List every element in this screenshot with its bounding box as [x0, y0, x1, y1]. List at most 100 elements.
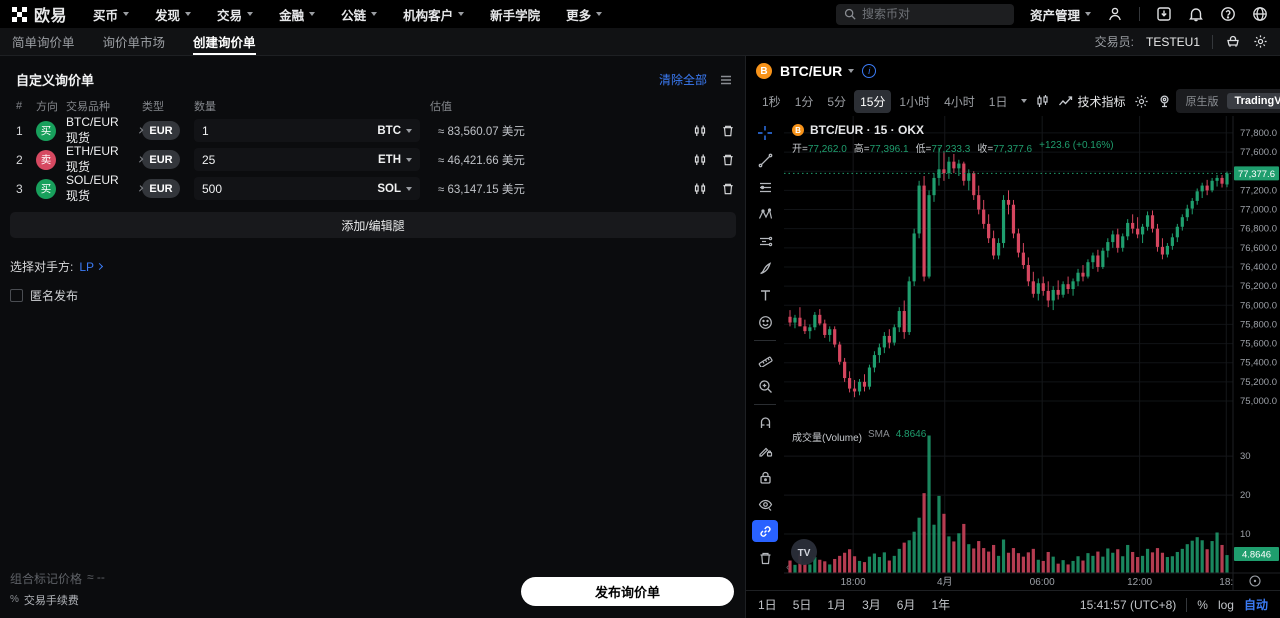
crosshair-tool-icon[interactable]	[752, 122, 778, 144]
tradingview-version-tab[interactable]: TradingView	[1226, 93, 1280, 109]
depth-chart-icon[interactable]	[693, 182, 707, 196]
log-scale-button[interactable]: log	[1217, 597, 1234, 612]
pair-info-icon[interactable]: i	[862, 64, 877, 78]
quantity-input[interactable]	[202, 123, 342, 138]
zoom-in-tool-icon[interactable]	[752, 375, 778, 397]
volume-legend: 成交量(Volume) SMA 4.8646	[792, 429, 926, 444]
hide-drawings-tool-icon[interactable]	[752, 493, 778, 515]
chart-toolbar: 1秒 1分 5分 15分 1小时 4小时 1日 技术指标	[746, 86, 1280, 116]
fee-label[interactable]: 交易手续费	[23, 595, 79, 607]
tab-简单询价单[interactable]: 简单询价单	[12, 36, 75, 50]
instrument-selector[interactable]: BTC/EUR 现货	[66, 115, 144, 146]
trend-line-tool-icon[interactable]	[752, 149, 778, 171]
indicators-button[interactable]: 技术指标	[1077, 94, 1126, 109]
nav-item[interactable]: 金融	[279, 5, 316, 24]
range-1日[interactable]: 1日	[758, 598, 777, 612]
magnet-tool-icon[interactable]	[752, 412, 778, 434]
rfq-tabs: 简单询价单 询价单市场 创建询价单	[12, 28, 256, 55]
okx-home-link[interactable]: 欧易	[12, 2, 67, 26]
candlestick-chart[interactable]: 77,800.077,600.077,400.077,200.077,000.0…	[784, 116, 1280, 590]
currency-pill[interactable]: EUR	[142, 150, 180, 169]
native-version-tab[interactable]: 原生版	[1185, 96, 1219, 108]
help-icon[interactable]	[1220, 6, 1236, 22]
timeframe-15分[interactable]: 15分	[854, 89, 892, 113]
lock-drawings-tool-icon[interactable]	[752, 466, 778, 488]
search-input[interactable]	[861, 7, 992, 21]
timeframe-4小时[interactable]: 4小时	[944, 94, 975, 109]
chart-style-icon[interactable]	[1035, 94, 1050, 109]
screenshot-camera-icon[interactable]	[1157, 94, 1172, 109]
remove-drawings-trash-icon[interactable]	[752, 547, 778, 569]
range-5日[interactable]: 5日	[792, 598, 812, 612]
timeframe-1日[interactable]: 1日	[988, 94, 1008, 109]
instrument-selector[interactable]: SOL/EUR 现货	[66, 173, 144, 204]
fib-lines-tool-icon[interactable]	[752, 176, 778, 198]
nav-item-label: 发现	[155, 8, 181, 23]
sync-link-tool-icon[interactable]	[752, 520, 778, 542]
quantity-field[interactable]: ETH	[194, 148, 420, 171]
currency-pill[interactable]: EUR	[142, 179, 180, 198]
quantity-input[interactable]	[202, 152, 342, 167]
quantity-input[interactable]	[202, 181, 342, 196]
nav-item[interactable]: 买币	[93, 5, 130, 24]
publish-rfq-button[interactable]: 发布询价单	[521, 577, 734, 606]
currency-pill[interactable]: EUR	[142, 121, 180, 140]
instrument-selector[interactable]: ETH/EUR 现货	[66, 144, 144, 175]
unit-selector[interactable]: ETH	[378, 154, 412, 166]
range-1月[interactable]: 1月	[827, 598, 847, 612]
range-1年[interactable]: 1年	[931, 598, 951, 612]
chevron-down-icon	[309, 12, 316, 16]
leg-list-icon[interactable]	[719, 73, 733, 87]
nav-item[interactable]: 交易	[217, 5, 254, 24]
timeframe-1秒[interactable]: 1秒	[762, 94, 781, 109]
notifications-bell-icon[interactable]	[1188, 6, 1204, 22]
nav-item[interactable]: 新手学院	[490, 5, 540, 24]
timeframe-more-chevron[interactable]	[1021, 99, 1028, 103]
quantity-field[interactable]: BTC	[194, 119, 420, 142]
emoji-tool-icon[interactable]	[752, 311, 778, 333]
drawing-mode-tool-icon[interactable]	[752, 439, 778, 461]
tab-创建询价单[interactable]: 创建询价单	[193, 28, 256, 55]
quantity-field[interactable]: SOL	[194, 177, 420, 200]
timeframe-1分[interactable]: 1分	[794, 94, 814, 109]
pair-selector[interactable]: BTC/EUR	[780, 63, 855, 79]
text-tool-icon[interactable]	[752, 284, 778, 306]
nav-item[interactable]: 更多	[566, 5, 603, 24]
language-globe-icon[interactable]	[1252, 6, 1268, 22]
delete-leg-trash-icon[interactable]	[721, 124, 735, 138]
broker-icon[interactable]	[1225, 34, 1241, 50]
clear-all-link[interactable]: 清除全部	[658, 73, 707, 87]
percent-scale-button[interactable]: %	[1197, 597, 1208, 612]
add-edit-legs-button[interactable]: 添加/编辑腿	[10, 212, 736, 238]
position-tool-icon[interactable]	[752, 230, 778, 252]
auto-scale-button[interactable]: 自动	[1243, 598, 1268, 612]
delete-leg-trash-icon[interactable]	[721, 182, 735, 196]
counterparty-link[interactable]: LP	[79, 260, 104, 274]
nav-item-label: 交易	[217, 8, 243, 23]
nav-item[interactable]: 公链	[341, 5, 378, 24]
nav-item[interactable]: 机构客户	[403, 5, 465, 24]
nav-item-label: 新手学院	[490, 8, 541, 23]
delete-leg-trash-icon[interactable]	[721, 153, 735, 167]
settings-gear-icon[interactable]	[1253, 34, 1268, 49]
range-6月[interactable]: 6月	[896, 598, 916, 612]
measure-ruler-tool-icon[interactable]	[752, 348, 778, 370]
depth-chart-icon[interactable]	[693, 153, 707, 167]
tab-询价单市场[interactable]: 询价单市场	[102, 36, 166, 50]
nav-item[interactable]: 发现	[155, 5, 192, 24]
depth-chart-icon[interactable]	[693, 124, 707, 138]
search-box[interactable]	[835, 3, 1014, 25]
download-app-icon[interactable]	[1156, 6, 1172, 22]
timeframe-5分[interactable]: 5分	[827, 94, 847, 109]
profile-icon[interactable]	[1107, 6, 1123, 22]
brush-tool-icon[interactable]	[752, 257, 778, 279]
assets-menu[interactable]: 资产管理	[1030, 5, 1091, 24]
unit-selector[interactable]: SOL	[377, 183, 412, 195]
range-3月[interactable]: 3月	[862, 598, 881, 612]
chart-settings-gear-icon[interactable]	[1134, 94, 1149, 109]
anonymous-checkbox[interactable]	[10, 289, 23, 302]
unit-selector[interactable]: BTC	[377, 125, 412, 137]
xabcd-pattern-tool-icon[interactable]	[752, 203, 778, 225]
ohlc-item: 开=77,262.0	[792, 144, 847, 155]
timeframe-1小时[interactable]: 1小时	[899, 94, 931, 109]
